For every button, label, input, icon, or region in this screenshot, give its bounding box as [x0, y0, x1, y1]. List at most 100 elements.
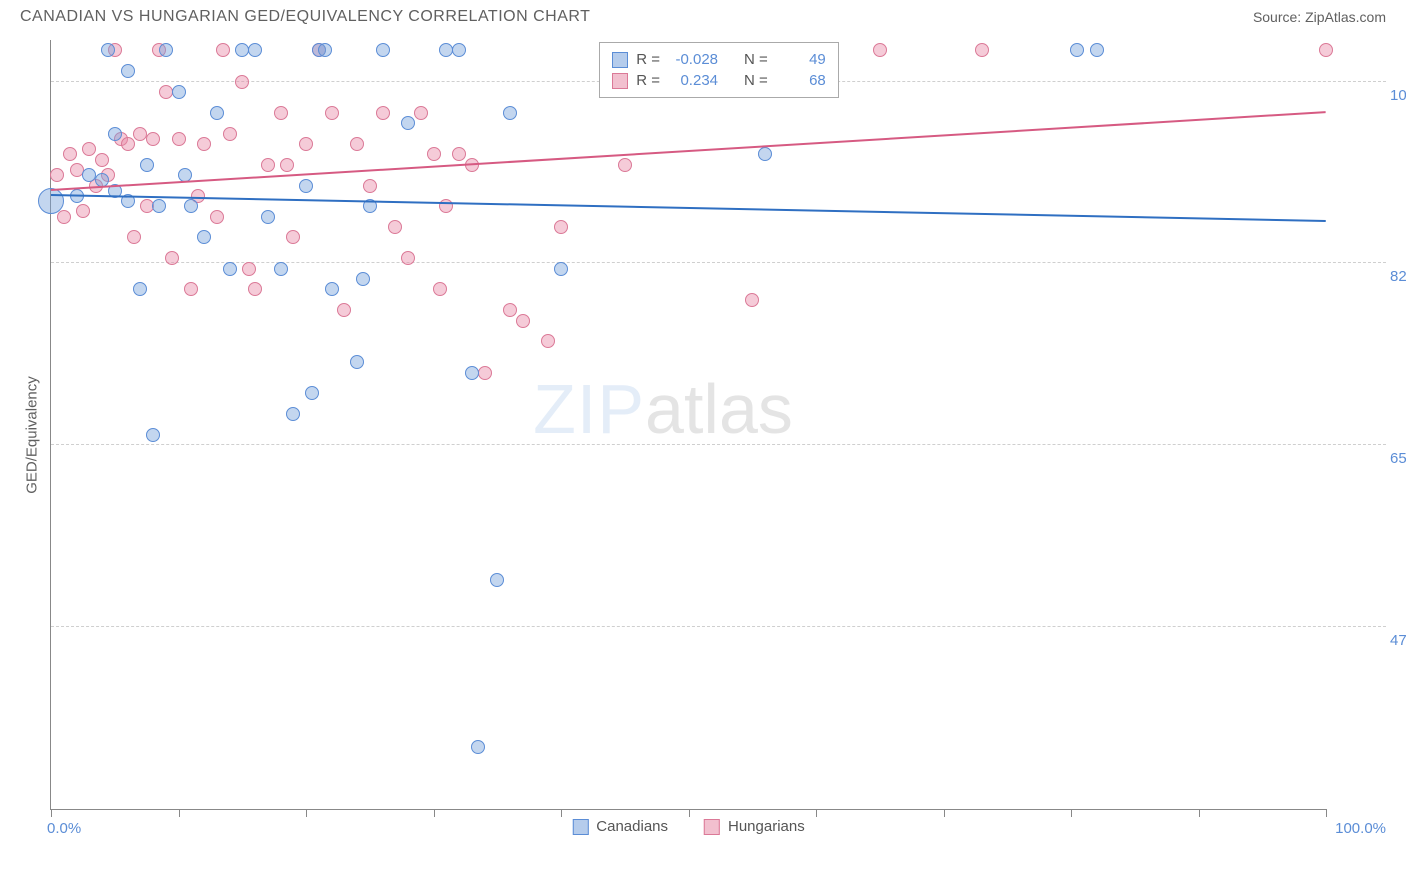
data-point [159, 43, 173, 57]
data-point [197, 137, 211, 151]
gridline [51, 626, 1386, 627]
data-point [465, 366, 479, 380]
data-point [541, 334, 555, 348]
swatch-blue-icon [572, 819, 588, 835]
data-point [248, 282, 262, 296]
x-tick [306, 809, 307, 817]
swatch-blue-icon [612, 52, 628, 68]
data-point [127, 230, 141, 244]
data-point [146, 132, 160, 146]
data-point [280, 158, 294, 172]
hungarians-n-value: 68 [776, 72, 826, 89]
data-point [152, 199, 166, 213]
data-point [356, 272, 370, 286]
data-point [452, 147, 466, 161]
y-axis-label: GED/Equivalency [24, 376, 41, 494]
canadians-r-value: -0.028 [668, 51, 718, 68]
regression-line [51, 111, 1326, 191]
data-point [516, 314, 530, 328]
data-point [274, 262, 288, 276]
data-point [242, 262, 256, 276]
y-tick-label: 65.0% [1382, 450, 1406, 467]
data-point [165, 251, 179, 265]
x-tick [51, 809, 52, 817]
data-point [261, 210, 275, 224]
swatch-pink-icon [704, 819, 720, 835]
x-min-label: 0.0% [47, 820, 81, 837]
data-point [325, 282, 339, 296]
n-label: N = [744, 51, 768, 68]
data-point [216, 43, 230, 57]
data-point [305, 386, 319, 400]
data-point [286, 407, 300, 421]
n-label: N = [744, 72, 768, 89]
data-point [318, 43, 332, 57]
data-point [490, 573, 504, 587]
data-point [261, 158, 275, 172]
y-tick-label: 100.0% [1382, 87, 1406, 104]
data-point [197, 230, 211, 244]
data-point [376, 106, 390, 120]
data-point [274, 106, 288, 120]
data-point [146, 428, 160, 442]
data-point [140, 158, 154, 172]
data-point [235, 75, 249, 89]
data-point [414, 106, 428, 120]
data-point [363, 179, 377, 193]
data-point [350, 137, 364, 151]
chart-header: CANADIAN VS HUNGARIAN GED/EQUIVALENCY CO… [0, 0, 1406, 30]
y-tick-label: 47.5% [1382, 632, 1406, 649]
legend-row-hungarians: R = 0.234 N = 68 [612, 70, 826, 91]
data-point [376, 43, 390, 57]
legend-item-canadians: Canadians [572, 818, 668, 835]
data-point [63, 147, 77, 161]
chart-title: CANADIAN VS HUNGARIAN GED/EQUIVALENCY CO… [20, 8, 590, 26]
x-tick [561, 809, 562, 817]
x-tick [816, 809, 817, 817]
y-tick-label: 82.5% [1382, 268, 1406, 285]
data-point [401, 116, 415, 130]
data-point [108, 127, 122, 141]
plot-area: ZIPatlas R = -0.028 N = 49 R = 0.234 N =… [50, 40, 1326, 810]
r-label: R = [636, 51, 660, 68]
series-legend: Canadians Hungarians [572, 818, 804, 835]
x-tick [1199, 809, 1200, 817]
correlation-legend: R = -0.028 N = 49 R = 0.234 N = 68 [599, 42, 839, 98]
data-point [1090, 43, 1104, 57]
data-point [427, 147, 441, 161]
data-point [758, 147, 772, 161]
data-point [503, 303, 517, 317]
data-point [210, 106, 224, 120]
x-tick [944, 809, 945, 817]
x-tick [434, 809, 435, 817]
data-point [223, 127, 237, 141]
data-point [101, 43, 115, 57]
data-point [95, 153, 109, 167]
data-point [299, 137, 313, 151]
x-tick [689, 809, 690, 817]
data-point [299, 179, 313, 193]
data-point [1070, 43, 1084, 57]
legend-item-hungarians: Hungarians [704, 818, 805, 835]
data-point [121, 64, 135, 78]
data-point [121, 137, 135, 151]
legend-hungarians-label: Hungarians [728, 818, 805, 835]
data-point [223, 262, 237, 276]
data-point [478, 366, 492, 380]
data-point [325, 106, 339, 120]
chart-container: GED/Equivalency ZIPatlas R = -0.028 N = … [50, 30, 1386, 840]
canadians-n-value: 49 [776, 51, 826, 68]
x-tick [1071, 809, 1072, 817]
watermark: ZIPatlas [533, 369, 793, 449]
data-point [337, 303, 351, 317]
gridline [51, 444, 1386, 445]
hungarians-r-value: 0.234 [668, 72, 718, 89]
data-point [388, 220, 402, 234]
data-point [452, 43, 466, 57]
swatch-pink-icon [612, 73, 628, 89]
data-point [745, 293, 759, 307]
regression-line [51, 194, 1326, 222]
data-point [172, 85, 186, 99]
data-point [503, 106, 517, 120]
data-point [975, 43, 989, 57]
